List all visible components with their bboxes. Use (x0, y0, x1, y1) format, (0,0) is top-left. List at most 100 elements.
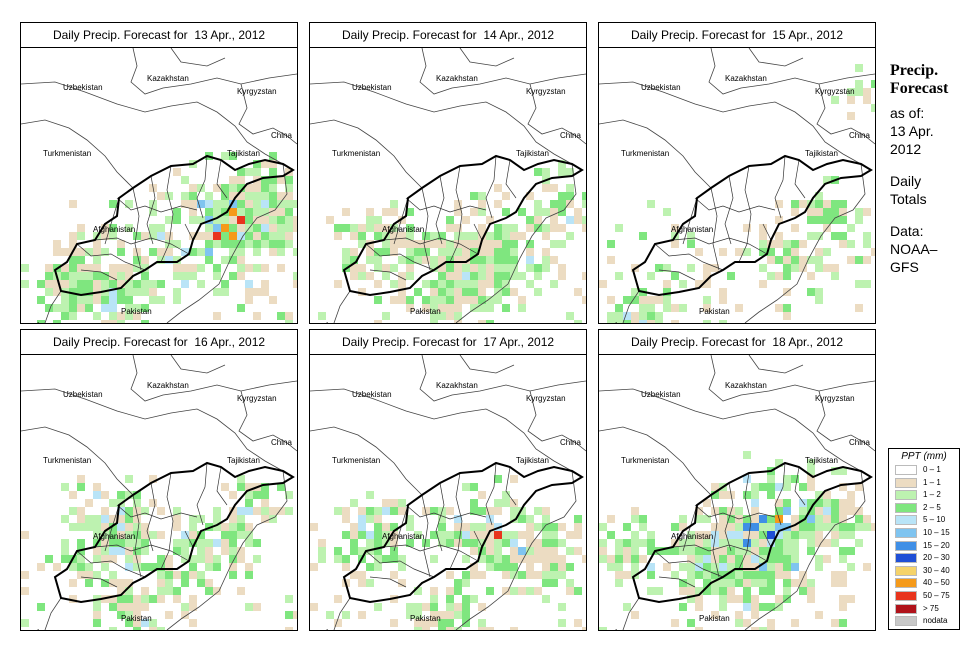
precip-cell (446, 264, 454, 272)
precip-cell (831, 264, 839, 272)
precip-cell (69, 272, 77, 280)
precip-cell (390, 507, 398, 515)
precip-cell (599, 523, 607, 531)
precip-cell (550, 200, 558, 208)
precip-cell (703, 304, 711, 312)
precip-cell (494, 499, 502, 507)
panel-title: Daily Precip. Forecast for 15 Apr., 2012 (599, 23, 875, 48)
asof-line2: 13 Apr. (890, 123, 934, 139)
precip-cell (358, 272, 366, 280)
province-border (405, 197, 487, 213)
precip-cell (229, 563, 237, 571)
precip-cell (245, 523, 253, 531)
precip-cell (542, 184, 550, 192)
precip-cell (237, 272, 245, 280)
precip-cell (558, 240, 566, 248)
precip-cell (502, 531, 510, 539)
province-border (146, 482, 156, 552)
precip-cell (221, 152, 229, 160)
precip-cell (269, 176, 277, 184)
precip-cell (85, 264, 93, 272)
precip-cell (77, 272, 85, 280)
precip-cell (759, 523, 767, 531)
precip-cell (711, 579, 719, 587)
precip-cell (526, 216, 534, 224)
precip-cell (486, 248, 494, 256)
precip-cell (77, 288, 85, 296)
precip-cell (502, 304, 510, 312)
precip-cell (695, 539, 703, 547)
precip-cell (470, 192, 478, 200)
precip-cell (205, 587, 213, 595)
precip-cell (815, 192, 823, 200)
province-border (184, 223, 194, 241)
precip-cell (342, 248, 350, 256)
precip-cell (53, 304, 61, 312)
precip-cell (566, 168, 574, 176)
province-border (132, 494, 142, 578)
precip-cell (647, 587, 655, 595)
precip-cell (390, 531, 398, 539)
precip-cell (109, 523, 117, 531)
precip-cell (703, 264, 711, 272)
province-border (184, 530, 194, 548)
precip-cell (462, 595, 470, 603)
province-border (658, 269, 696, 281)
precip-cell (374, 523, 382, 531)
precip-cell (253, 208, 261, 216)
precip-cell (189, 571, 197, 579)
precip-cell (510, 224, 518, 232)
precip-cell (470, 280, 478, 288)
precip-cell (863, 240, 871, 248)
legend-item: 0 – 1 (895, 465, 959, 476)
precip-cell (534, 523, 542, 531)
country-border (816, 83, 875, 145)
precip-cell (237, 587, 245, 595)
precip-cell (141, 539, 149, 547)
precip-cell (719, 296, 727, 304)
precip-cell (679, 579, 687, 587)
precip-cell (759, 264, 767, 272)
precip-cell (253, 555, 261, 563)
precip-cell (93, 555, 101, 563)
precip-cell (350, 232, 358, 240)
precip-cell (791, 515, 799, 523)
country-border (455, 470, 577, 630)
precip-cell (751, 499, 759, 507)
precip-cell (141, 595, 149, 603)
precip-cell (807, 579, 815, 587)
precip-cell (478, 240, 486, 248)
precip-cell (550, 523, 558, 531)
province-border (774, 155, 786, 219)
precip-cell (173, 288, 181, 296)
precip-cell (157, 531, 165, 539)
precip-cell (93, 240, 101, 248)
precip-cell (478, 224, 486, 232)
precip-cell (783, 587, 791, 595)
country-label-china: China (849, 131, 870, 140)
precip-cell (494, 200, 502, 208)
precip-cell (735, 563, 743, 571)
precip-cell (253, 264, 261, 272)
precip-cell (631, 312, 639, 320)
precip-cell (558, 539, 566, 547)
precip-cell (735, 539, 743, 547)
data-line2: NOAA– (890, 241, 938, 257)
precip-cell (534, 571, 542, 579)
precip-cell (534, 168, 542, 176)
precip-cell (799, 499, 807, 507)
country-border (622, 597, 640, 630)
asof-line3: 2012 (890, 141, 922, 157)
precip-cell (149, 499, 157, 507)
precip-cell (743, 563, 751, 571)
precip-cell (213, 240, 221, 248)
precip-cell (775, 499, 783, 507)
precip-cell (518, 555, 526, 563)
precip-cell (245, 288, 253, 296)
precip-cell (727, 539, 735, 547)
precip-cell (149, 248, 157, 256)
precip-cell (735, 304, 743, 312)
province-border (794, 159, 806, 199)
precip-cell (518, 587, 526, 595)
precip-cell (743, 587, 751, 595)
